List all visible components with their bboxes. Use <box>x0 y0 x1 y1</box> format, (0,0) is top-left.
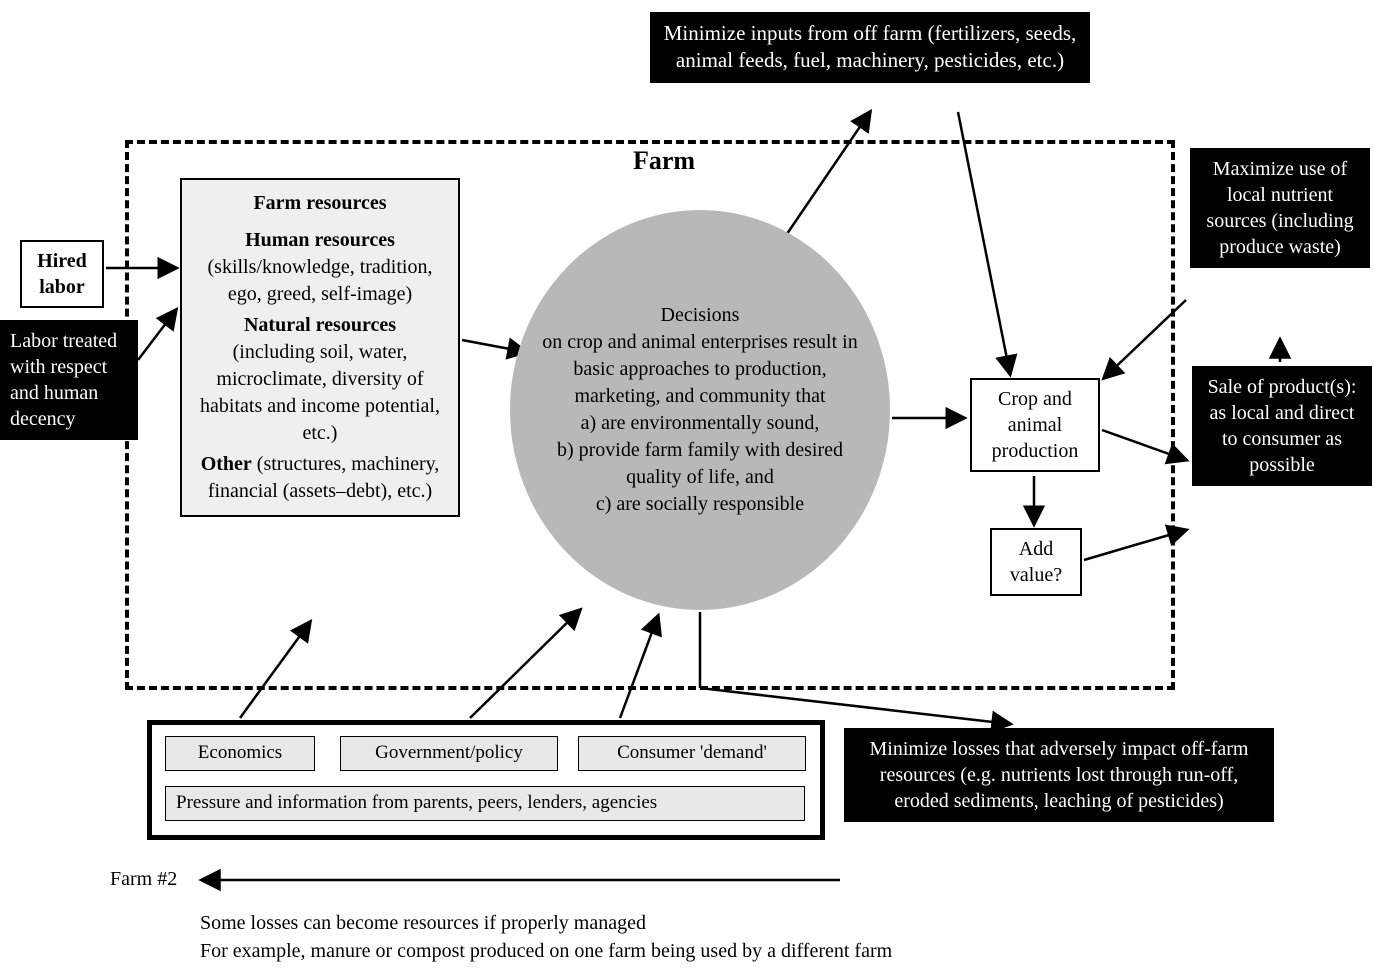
addv-l2: value? <box>1010 564 1062 586</box>
farm-resources-box: Farm resources Human resources (skills/k… <box>180 178 460 517</box>
economics-box: Economics <box>165 736 315 771</box>
diagram-canvas: Farm Hired labor Labor treated with resp… <box>0 0 1375 979</box>
crop-l2: animal <box>1008 414 1062 436</box>
natural-body: (including soil, water, microclimate, di… <box>194 339 446 447</box>
resources-title: Farm resources <box>194 190 446 217</box>
other-title: Other <box>201 453 252 475</box>
decisions-text: Decisions on crop and animal enterprises… <box>538 302 862 518</box>
footnote-line1: Some losses can become resources if prop… <box>200 910 646 936</box>
hired-labor-l1: Hired <box>37 250 87 272</box>
crop-l3: production <box>992 440 1079 462</box>
labor-respect-box: Labor treated with respect and human dec… <box>0 320 138 440</box>
crop-l1: Crop and <box>998 388 1072 410</box>
hired-labor-box: Hired labor <box>20 240 104 308</box>
consumer-box: Consumer 'demand' <box>578 736 806 771</box>
addv-l1: Add <box>1019 538 1053 560</box>
hired-labor-l2: labor <box>39 276 85 298</box>
human-title: Human resources <box>194 227 446 254</box>
minimize-losses-box: Minimize losses that adversely impact of… <box>844 728 1274 822</box>
government-box: Government/policy <box>340 736 558 771</box>
farm2-label: Farm #2 <box>110 866 177 892</box>
decisions-ellipse: Decisions on crop and animal enterprises… <box>510 210 890 610</box>
farm-title: Farm <box>625 146 703 176</box>
crop-production-box: Crop and animal production <box>970 378 1100 472</box>
sale-products-box: Sale of product(s): as local and direct … <box>1192 366 1372 486</box>
natural-title: Natural resources <box>194 312 446 339</box>
add-value-box: Add value? <box>990 528 1082 596</box>
minimize-inputs-box: Minimize inputs from off farm (fertilize… <box>650 12 1090 83</box>
human-body: (skills/knowledge, tradition, ego, greed… <box>194 254 446 308</box>
footnote-line2: For example, manure or compost produced … <box>200 938 892 964</box>
pressure-box: Pressure and information from parents, p… <box>165 786 805 821</box>
maximize-sources-box: Maximize use of local nutrient sources (… <box>1190 148 1370 268</box>
